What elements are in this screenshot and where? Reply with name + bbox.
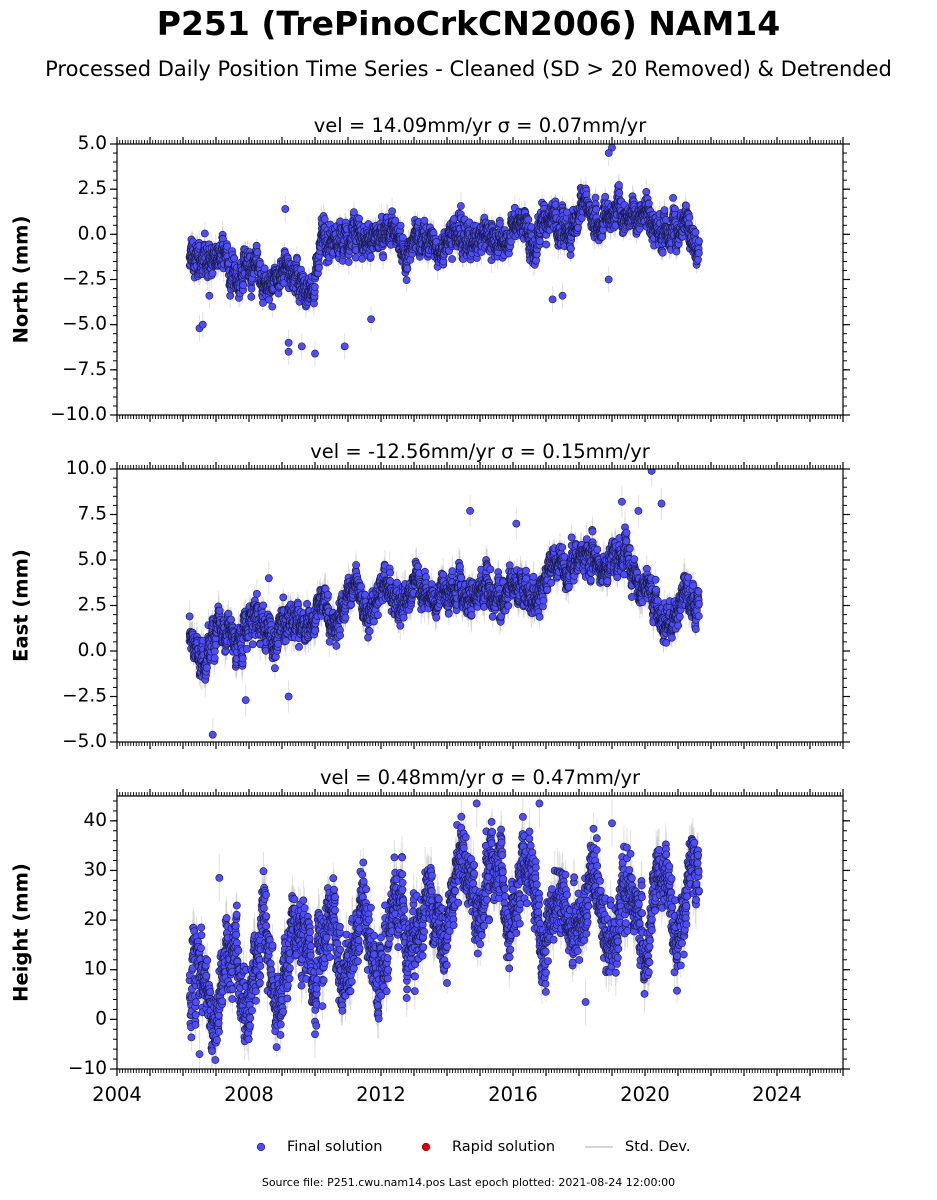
y-axis-label: North (mm) [10, 216, 33, 344]
data-point [259, 298, 267, 307]
data-point [253, 248, 262, 257]
data-point [239, 281, 248, 290]
data-point [456, 202, 465, 210]
chart-subtitle: Processed Daily Position Time Series - C… [0, 57, 937, 81]
panel-north: vel = 14.09mm/yr σ = 0.07mm/yr North (mm)… [10, 114, 850, 425]
data-point [200, 229, 209, 238]
final-solution-points [185, 144, 703, 358]
data-point [265, 295, 273, 304]
data-point [496, 219, 504, 228]
data-point [403, 264, 412, 273]
data-point [260, 264, 269, 273]
data-point [366, 252, 375, 261]
data-point [208, 269, 217, 278]
data-point [396, 221, 405, 230]
data-point [379, 253, 387, 262]
data-point [310, 282, 319, 291]
data-point [315, 263, 323, 272]
data-point [247, 284, 256, 293]
data-point [293, 255, 301, 264]
data-point [320, 215, 329, 224]
series-final-solution [185, 144, 703, 367]
data-point [252, 241, 261, 250]
data-point [226, 291, 235, 300]
data-point [420, 216, 429, 225]
data-point [344, 258, 353, 266]
data-point [247, 292, 256, 301]
data-point [448, 255, 456, 263]
chart-title: P251 (TrePinoCrkCN2006) NAM14 [0, 4, 937, 43]
velocity-label: vel = 14.09mm/yr σ = 0.07mm/yr [314, 114, 647, 137]
data-point [223, 242, 232, 251]
data-point [388, 207, 396, 216]
data-point [268, 302, 277, 311]
data-point [402, 276, 411, 284]
data-point [351, 253, 360, 262]
data-point [230, 254, 239, 263]
